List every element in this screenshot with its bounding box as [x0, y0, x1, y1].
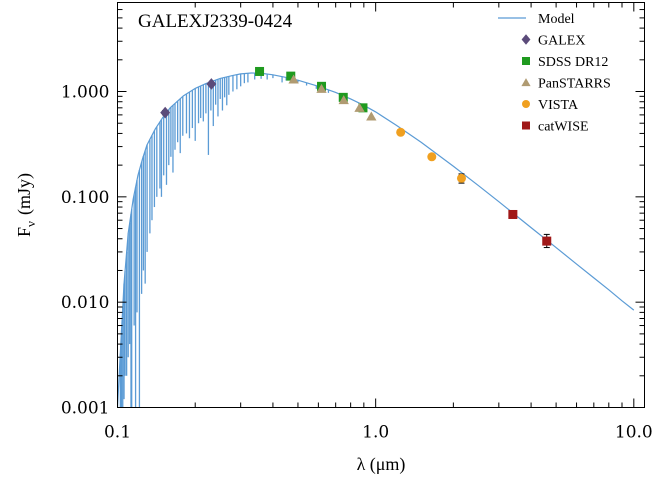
legend-vista-swatch	[522, 100, 530, 108]
y-tick-label: 0.010	[61, 293, 110, 313]
catwise-point	[508, 209, 518, 219]
chart-legend: Model GALEX SDSS DR12 PanSTARRS VISTA catWISE	[498, 12, 611, 135]
sdss-dr12-point	[358, 103, 368, 113]
x-tick-label: 10.0	[615, 423, 653, 443]
chart-title: GALEXJ2339-0424	[138, 11, 293, 32]
legend-vista-label: VISTA	[538, 98, 579, 113]
vista-point	[427, 152, 437, 162]
legend-panstarrs-label: PanSTARRS	[538, 77, 611, 92]
vista-point	[456, 173, 466, 183]
panstarrs-point	[338, 95, 349, 105]
galex-point	[206, 78, 217, 90]
y-axis-title: Fν (mJy)	[14, 173, 38, 237]
catwise-point	[542, 236, 552, 246]
x-tick-label: 1.0	[362, 423, 389, 443]
y-axis-title-main: F	[14, 227, 34, 237]
sdss-dr12-point	[255, 66, 265, 76]
legend-galex-label: GALEX	[538, 34, 585, 49]
y-axis-title-sub: ν	[23, 221, 38, 227]
legend-model-label: Model	[538, 12, 575, 27]
photometry-points-layer	[160, 66, 552, 249]
axis-ticks: 0.1 1.0 10.0 0.001 0.010 0.100 1.000	[61, 2, 653, 443]
panstarrs-point	[288, 74, 299, 84]
x-axis-title: λ (μm)	[357, 454, 406, 475]
galex-point	[160, 106, 171, 119]
plot-frame	[117, 2, 645, 408]
legend-sdss-dr12-swatch	[522, 57, 530, 65]
legend-sdss-dr12-label: SDSS DR12	[538, 55, 608, 70]
panstarrs-point	[316, 83, 327, 93]
vista-point	[396, 127, 406, 137]
legend-panstarrs-swatch	[521, 78, 531, 87]
panstarrs-point	[366, 111, 377, 121]
x-tick-label: 0.1	[104, 423, 131, 443]
model-spectrum-layer	[117, 72, 635, 408]
legend-catwise-label: catWISE	[538, 120, 589, 135]
y-tick-label: 0.100	[61, 188, 110, 208]
y-axis-title-unit: (mJy)	[14, 173, 35, 215]
panstarrs-point	[354, 102, 365, 112]
y-tick-label: 0.001	[61, 399, 110, 419]
model-continuum-line	[117, 72, 635, 408]
legend-catwise-swatch	[522, 121, 530, 130]
y-tick-label: 1.000	[61, 83, 110, 103]
sdss-dr12-point	[286, 71, 296, 81]
legend-galex-swatch	[521, 34, 531, 45]
